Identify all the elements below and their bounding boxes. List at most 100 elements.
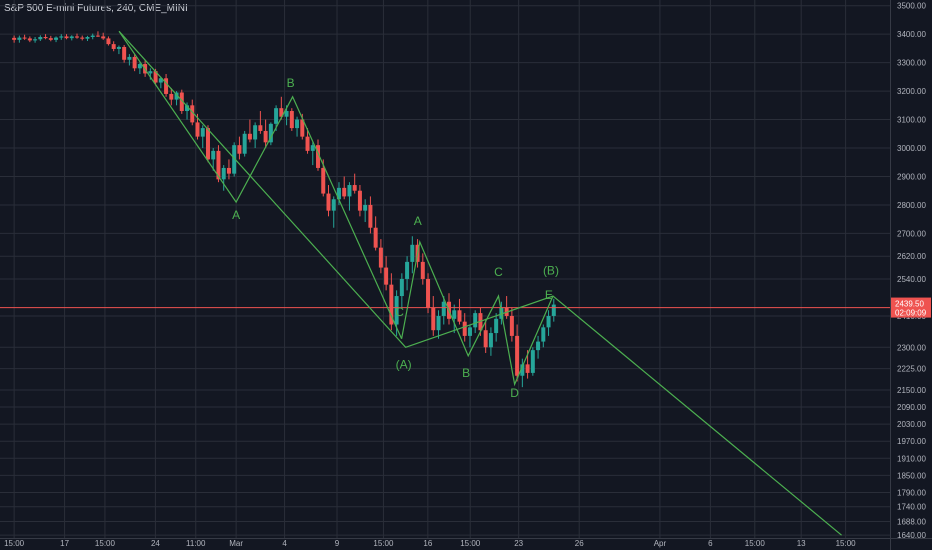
x-tick-label: 4 bbox=[282, 539, 287, 548]
candle-body bbox=[216, 150, 221, 180]
candle-body bbox=[410, 244, 415, 262]
x-tick-label: 15:00 bbox=[745, 539, 766, 548]
candle-body bbox=[520, 364, 525, 376]
candle-body bbox=[263, 130, 268, 143]
candle-body bbox=[405, 261, 410, 279]
candle-body bbox=[247, 133, 252, 140]
candle-body bbox=[457, 310, 462, 322]
wave-line-first-leg bbox=[118, 30, 403, 339]
current-price-badge bbox=[891, 297, 931, 318]
candle-body bbox=[331, 199, 336, 211]
candle-body bbox=[284, 111, 289, 117]
candle-body bbox=[373, 227, 378, 248]
candle-body bbox=[232, 145, 237, 174]
wave-label: C bbox=[494, 265, 503, 279]
x-tick-label: Mar bbox=[229, 539, 243, 548]
wave-label: B bbox=[462, 366, 470, 380]
candle-body bbox=[242, 133, 247, 154]
x-tick-label: 15:00 bbox=[95, 539, 116, 548]
x-tick-label: 11:00 bbox=[186, 539, 206, 548]
candle-body bbox=[305, 136, 310, 151]
candle-body bbox=[185, 105, 190, 112]
candle-body bbox=[436, 315, 441, 331]
candle-body bbox=[221, 167, 226, 180]
candle-body bbox=[441, 301, 446, 316]
x-tick-label: 26 bbox=[575, 539, 584, 548]
y-tick-label: 3000.00 bbox=[897, 144, 926, 153]
x-tick-label: 6 bbox=[708, 539, 713, 548]
wave-label: (A) bbox=[396, 358, 412, 372]
x-tick-label: 24 bbox=[151, 539, 160, 548]
candle-body bbox=[546, 315, 551, 328]
candle-body bbox=[205, 128, 210, 160]
candle-body bbox=[462, 321, 467, 336]
candle-body bbox=[179, 92, 184, 112]
candle-body bbox=[536, 341, 541, 351]
candle-body bbox=[321, 167, 326, 194]
y-tick-label: 2030.00 bbox=[897, 420, 926, 429]
candle-body bbox=[279, 108, 284, 117]
candle-body bbox=[158, 78, 163, 83]
candle-body bbox=[368, 204, 373, 228]
x-tick-label: 15:00 bbox=[460, 539, 481, 548]
y-tick-label: 1910.00 bbox=[897, 454, 926, 463]
candle-body bbox=[473, 313, 478, 328]
candle-body bbox=[420, 261, 425, 279]
candle-body bbox=[363, 204, 368, 211]
y-tick-label: 1688.00 bbox=[897, 517, 926, 526]
candle-body bbox=[347, 185, 352, 197]
candle-body bbox=[127, 56, 132, 60]
candle-body bbox=[122, 46, 127, 60]
candle-body bbox=[64, 36, 69, 39]
x-tick-label: 13 bbox=[797, 539, 806, 548]
candle-body bbox=[43, 37, 48, 39]
candle-body bbox=[137, 64, 142, 69]
candle-body bbox=[431, 307, 436, 331]
candle-body bbox=[509, 315, 514, 336]
wave-label: A bbox=[232, 208, 240, 222]
y-tick-label: 2800.00 bbox=[897, 201, 926, 210]
wave-line-second-leg bbox=[401, 239, 554, 387]
candle-body bbox=[541, 327, 546, 342]
x-tick-label: 15:00 bbox=[836, 539, 857, 548]
candle-body bbox=[69, 36, 74, 39]
candle-body bbox=[169, 93, 174, 100]
candle-body bbox=[467, 327, 472, 336]
wave-label: A bbox=[414, 214, 422, 228]
candle-body bbox=[164, 78, 169, 94]
y-tick-label: 2900.00 bbox=[897, 172, 926, 181]
y-tick-label: 2540.00 bbox=[897, 275, 926, 284]
candle-body bbox=[394, 296, 399, 325]
candle-body bbox=[389, 284, 394, 325]
candle-body bbox=[336, 187, 341, 200]
candle-body bbox=[253, 125, 258, 140]
candle-body bbox=[95, 35, 100, 37]
x-tick-label: Apr bbox=[654, 539, 667, 548]
candle-body bbox=[530, 350, 535, 373]
candle-body bbox=[289, 111, 294, 129]
y-tick-label: 1640.00 bbox=[897, 531, 926, 540]
candle-body bbox=[525, 364, 530, 373]
candle-body bbox=[132, 56, 137, 69]
candle-body bbox=[384, 267, 389, 285]
candle-body bbox=[54, 37, 59, 40]
candle-body bbox=[195, 122, 200, 137]
y-tick-label: 1740.00 bbox=[897, 503, 926, 512]
x-tick-label: 16 bbox=[423, 539, 432, 548]
candle-body bbox=[352, 185, 357, 191]
candle-body bbox=[342, 187, 347, 197]
candle-body bbox=[357, 190, 362, 211]
x-tick-label: 17 bbox=[60, 539, 69, 548]
candle-body bbox=[200, 128, 205, 137]
candle-body bbox=[515, 335, 520, 376]
candle-body bbox=[190, 105, 195, 123]
candle-body bbox=[326, 193, 331, 211]
y-tick-label: 2225.00 bbox=[897, 365, 926, 374]
candle-body bbox=[106, 38, 111, 45]
chart-title: S&P 500 E-mini Futures, 240, CME_MINI bbox=[4, 3, 188, 14]
candle-body bbox=[38, 37, 43, 40]
candle-body bbox=[17, 37, 22, 40]
y-tick-label: 2620.00 bbox=[897, 252, 926, 261]
candle-body bbox=[211, 150, 216, 160]
